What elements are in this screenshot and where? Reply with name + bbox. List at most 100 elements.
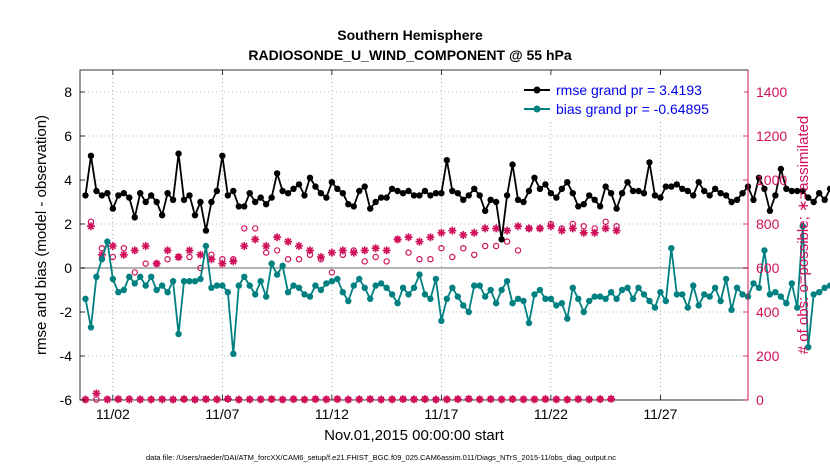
- bias-point: [542, 295, 549, 302]
- obs-assimilated-point: [568, 224, 577, 233]
- rmse-point: [180, 196, 188, 203]
- obs-assimilated-point: [366, 395, 375, 404]
- bias-point: [805, 344, 812, 351]
- obs-assimilated-point: [273, 233, 282, 242]
- obs-assimilated-point: [92, 389, 101, 398]
- rmse-point: [772, 192, 779, 199]
- bias-point: [679, 291, 686, 298]
- rmse-point: [312, 183, 319, 190]
- obs-assimilated-point: [229, 257, 238, 266]
- bias-point: [503, 278, 511, 285]
- legend-box: [518, 76, 744, 120]
- y-tick-label: 0: [64, 260, 72, 276]
- obs-assimilated-point: [201, 395, 210, 404]
- rmse-point: [153, 198, 160, 206]
- y-tick-label: 8: [64, 84, 72, 100]
- rmse-point: [230, 187, 237, 195]
- rmse-point: [334, 185, 341, 192]
- bias-point: [252, 291, 259, 298]
- bias-point: [700, 291, 708, 298]
- obs-possible-point: [131, 269, 138, 276]
- obs-assimilated-point: [442, 395, 451, 404]
- rmse-point: [197, 198, 204, 206]
- rmse-point: [252, 198, 259, 206]
- obs-assimilated-point: [86, 222, 95, 231]
- legend-bias-marker: [533, 105, 541, 113]
- bias-point: [213, 282, 221, 289]
- rmse-point: [306, 174, 314, 181]
- obs-assimilated-point: [185, 246, 194, 255]
- rmse-point: [575, 203, 582, 210]
- bias-point: [520, 297, 527, 305]
- bias-point: [690, 282, 697, 289]
- obs-possible-point: [142, 260, 149, 267]
- rmse-point: [706, 192, 713, 199]
- obs-possible-point: [438, 244, 445, 252]
- rmse-point: [142, 198, 149, 206]
- obs-assimilated-point: [349, 248, 358, 257]
- bias-point: [153, 286, 160, 294]
- obs-assimilated-point: [333, 395, 342, 404]
- bias-point: [629, 295, 637, 302]
- obs-possible-point: [514, 247, 522, 254]
- obs-assimilated-point: [223, 394, 232, 403]
- rmse-point: [487, 196, 494, 203]
- rmse-point: [262, 201, 270, 208]
- obs-assimilated-point: [180, 395, 189, 404]
- y-tick-label: 2: [64, 216, 72, 232]
- rmse-point: [202, 227, 210, 234]
- obs-assimilated-point: [278, 395, 287, 404]
- rmse-point: [290, 185, 297, 192]
- rmse-point: [558, 185, 566, 192]
- obs-assimilated-point: [147, 395, 156, 404]
- rmse-point: [345, 201, 352, 208]
- obs-assimilated-point: [295, 242, 304, 250]
- obs-assimilated-point: [158, 395, 167, 404]
- bias-point: [350, 282, 357, 289]
- bias-point: [432, 275, 440, 283]
- bias-point: [443, 295, 451, 302]
- rmse-point: [777, 165, 785, 173]
- rmse-point: [509, 161, 516, 168]
- rmse-point: [624, 179, 631, 186]
- rmse-point: [646, 159, 653, 166]
- rmse-point: [158, 212, 166, 219]
- rmse-point: [257, 194, 264, 201]
- obs-assimilated-point: [114, 395, 123, 404]
- rmse-point: [405, 187, 412, 195]
- rmse-point: [722, 192, 730, 199]
- bias-point: [618, 286, 626, 294]
- rmse-point: [104, 190, 111, 197]
- obs-assimilated-point: [481, 224, 490, 233]
- obs-assimilated-point: [338, 246, 347, 255]
- rmse-point: [388, 185, 396, 192]
- rmse-point: [377, 194, 385, 201]
- bias-point: [93, 273, 100, 280]
- y-right-tick-label: 400: [756, 304, 780, 320]
- obs-assimilated-point: [284, 237, 293, 246]
- obs-assimilated-point: [388, 395, 397, 404]
- bias-point: [427, 295, 434, 302]
- bias-point: [241, 273, 248, 280]
- bias-point: [416, 271, 423, 278]
- rmse-point: [662, 183, 670, 190]
- rmse-point: [690, 192, 697, 199]
- obs-assimilated-point: [305, 246, 314, 255]
- rmse-point: [126, 194, 133, 201]
- obs-assimilated-point: [508, 395, 517, 404]
- bias-point: [750, 280, 757, 287]
- bias-point: [82, 295, 89, 302]
- obs-assimilated-point: [453, 395, 462, 404]
- bias-point: [262, 293, 270, 300]
- obs-assimilated-point: [163, 246, 172, 255]
- obs-assimilated-point: [503, 226, 512, 235]
- bias-point: [651, 304, 659, 311]
- bias-point: [438, 317, 445, 324]
- bias-point: [405, 291, 412, 298]
- x-tick-label: 11/12: [315, 406, 349, 422]
- rmse-point: [799, 187, 806, 195]
- rmse-point: [607, 190, 615, 197]
- obs-assimilated-point: [360, 246, 369, 255]
- x-tick-label: 11/02: [96, 406, 130, 422]
- chart-subtitle: RADIOSONDE_U_WIND_COMPONENT @ 55 hPa: [248, 47, 571, 63]
